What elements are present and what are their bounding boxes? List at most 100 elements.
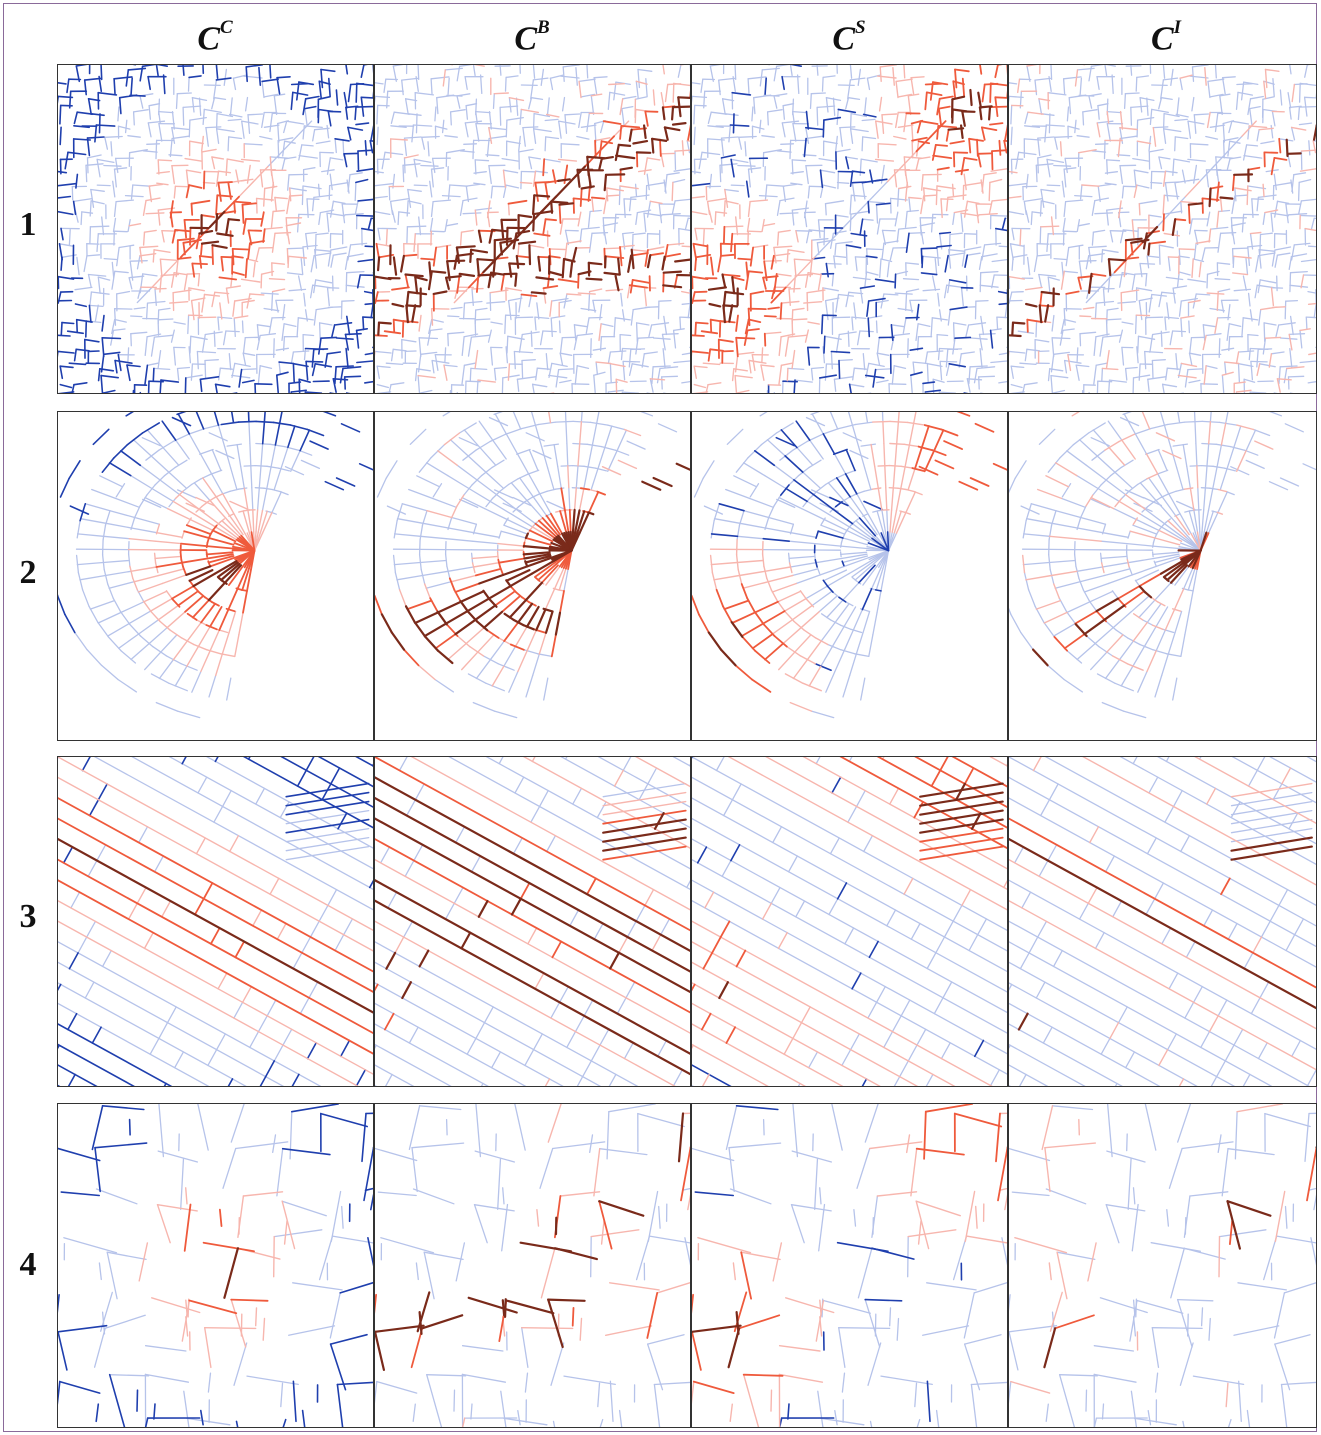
- road-segment: [76, 111, 94, 116]
- road-segment: [328, 182, 349, 187]
- road-segment: [1076, 135, 1090, 138]
- road-segment: [407, 200, 422, 205]
- road-segment: [886, 509, 889, 533]
- road-segment: [880, 258, 893, 263]
- road-segment: [211, 244, 228, 249]
- road-segment: [455, 245, 476, 249]
- road-segment: [1136, 75, 1150, 79]
- road-segment: [1009, 350, 1026, 354]
- road-segment: [934, 459, 955, 470]
- road-segment: [214, 526, 238, 541]
- road-segment: [842, 674, 851, 698]
- road-segment: [862, 513, 869, 517]
- road-segment: [1164, 182, 1169, 202]
- road-segment: [148, 627, 168, 645]
- road-segment: [85, 164, 88, 183]
- road-segment: [1146, 650, 1157, 673]
- road-segment: [1179, 392, 1185, 393]
- road-segment: [843, 629, 854, 652]
- road-segment: [893, 365, 907, 370]
- road-segment: [1034, 77, 1052, 81]
- road-segment: [450, 306, 463, 310]
- road-segment: [1268, 353, 1273, 368]
- road-segment: [515, 255, 530, 259]
- road-segment: [1051, 314, 1055, 332]
- road-segment: [572, 197, 592, 201]
- road-segment: [506, 335, 509, 354]
- road-segment: [1180, 317, 1183, 338]
- road-segment: [672, 178, 686, 184]
- road-segment: [503, 612, 515, 621]
- road-segment: [500, 530, 527, 539]
- road-segment: [152, 249, 155, 263]
- road-segment: [60, 256, 63, 271]
- road-segment: [684, 217, 689, 231]
- road-segment: [175, 93, 178, 110]
- road-segment: [392, 173, 396, 189]
- road-segment: [113, 76, 133, 80]
- road-segment: [919, 120, 939, 125]
- road-segment: [73, 111, 79, 125]
- road-segment: [219, 518, 226, 523]
- road-segment: [1188, 320, 1191, 334]
- road-segment: [1138, 297, 1153, 302]
- road-segment: [503, 524, 529, 535]
- road-segment: [947, 279, 951, 294]
- road-segment: [875, 299, 889, 304]
- road-segment: [1148, 148, 1164, 153]
- road-segment: [805, 229, 810, 244]
- road-segment: [1207, 511, 1219, 534]
- road-segment: [436, 600, 463, 614]
- road-segment: [734, 65, 737, 81]
- road-segment: [874, 589, 882, 592]
- road-segment: [96, 158, 101, 178]
- road-segment: [206, 553, 234, 560]
- road-segment: [494, 590, 516, 607]
- road-segment: [574, 365, 578, 385]
- road-segment: [331, 324, 336, 338]
- road-segment: [1209, 93, 1224, 98]
- road-segment: [926, 363, 929, 383]
- road-segment: [1191, 65, 1209, 68]
- road-segment: [709, 318, 713, 333]
- road-segment: [571, 508, 576, 534]
- road-segment: [139, 252, 157, 257]
- road-segment: [852, 608, 864, 631]
- road-segment: [702, 362, 721, 366]
- road-segment: [861, 218, 874, 221]
- road-segment: [505, 119, 508, 138]
- road-segment: [792, 122, 797, 142]
- road-segment: [474, 318, 491, 321]
- road-segment: [1120, 291, 1123, 312]
- road-segment: [951, 183, 955, 198]
- road-segment: [1024, 286, 1043, 291]
- road-segment: [587, 210, 591, 228]
- road-segment: [61, 321, 75, 325]
- road-segment: [507, 299, 512, 321]
- road-segment: [1139, 643, 1154, 651]
- road-segment: [825, 262, 842, 265]
- road-segment: [722, 304, 739, 308]
- road-segment: [732, 113, 735, 134]
- road-segment: [770, 254, 775, 270]
- road-segment: [1237, 350, 1255, 353]
- road-segment: [58, 182, 77, 187]
- road-segment: [458, 422, 477, 434]
- road-segment: [1273, 392, 1278, 393]
- road-segment: [271, 290, 274, 311]
- road-segment: [142, 273, 158, 277]
- road-segment: [1031, 211, 1044, 214]
- road-segment: [156, 531, 183, 539]
- road-segment: [703, 505, 724, 515]
- road-segment: [195, 496, 215, 507]
- road-segment: [300, 459, 321, 470]
- road-segment: [485, 154, 500, 157]
- road-segment: [619, 98, 624, 116]
- road-segment: [271, 491, 282, 514]
- road-segment: [840, 553, 868, 560]
- road-segment: [213, 412, 220, 426]
- road-segment: [819, 169, 824, 189]
- road-segment: [768, 505, 775, 519]
- road-segment: [472, 139, 475, 160]
- road-segment: [876, 336, 880, 355]
